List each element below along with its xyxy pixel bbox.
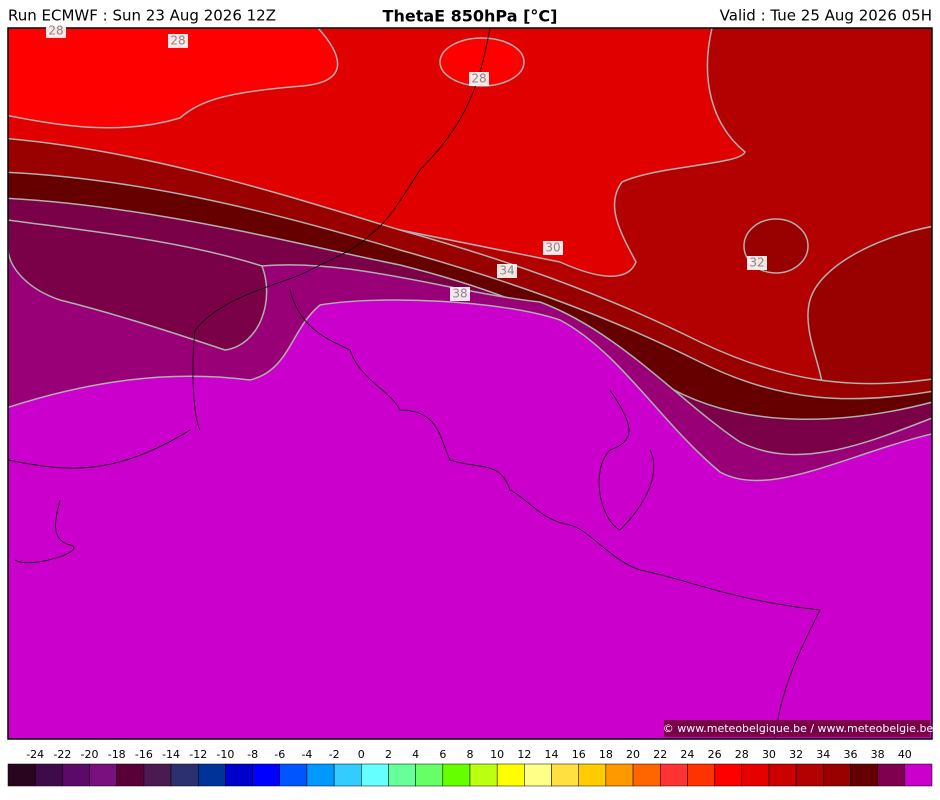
colorbar-label: 14 xyxy=(545,748,559,761)
colorbar-label: -18 xyxy=(108,748,126,761)
contour-label: 30 xyxy=(545,241,560,255)
contour-label-bg xyxy=(168,34,188,48)
colorbar-swatch xyxy=(143,763,172,787)
colorbar-label: -12 xyxy=(189,748,207,761)
colorbar-swatch xyxy=(388,763,416,787)
colorbar-label: -20 xyxy=(81,748,99,761)
colorbar-swatch xyxy=(469,763,498,787)
colorbar-label: -2 xyxy=(329,748,340,761)
contour-label: 38 xyxy=(452,287,467,301)
valid-time: Valid : Tue 25 Aug 2026 05H xyxy=(720,7,932,25)
colorbar-swatch xyxy=(415,763,444,787)
colorbar-label: 32 xyxy=(789,748,803,761)
colorbar-label: 10 xyxy=(490,748,504,761)
colorbar-swatch xyxy=(333,763,362,787)
colorbar-swatch xyxy=(605,763,634,787)
colorbar-swatch xyxy=(850,763,878,787)
border xyxy=(192,28,491,431)
colorbar-label: -22 xyxy=(53,748,71,761)
contour-label: 34 xyxy=(499,264,514,278)
field xyxy=(8,28,339,129)
colorbar-swatch xyxy=(306,763,335,787)
colorbar-swatch xyxy=(524,763,552,787)
colorbar-swatch xyxy=(904,763,933,787)
colorbar-label: -24 xyxy=(26,748,44,761)
colorbar-label: 26 xyxy=(708,748,722,761)
colorbar-label: -14 xyxy=(162,748,180,761)
colorbar-swatch xyxy=(279,763,308,787)
credit: © www.meteobelgique.be / www.meteobelgie… xyxy=(663,722,934,735)
colorbar-swatch xyxy=(34,763,63,787)
colorbar-label: 40 xyxy=(898,748,912,761)
colorbar-label: 22 xyxy=(653,748,667,761)
colorbar-swatch xyxy=(89,763,117,787)
colorbar-swatch xyxy=(170,763,199,787)
colorbar-swatch xyxy=(361,763,389,787)
colorbar: -24 -22 -20 -18 -16 -14 -12 -10 -8 -6 -4 -2 0 2 4 6 8 10 1… xyxy=(7,748,933,787)
colorbar-swatch xyxy=(225,763,253,787)
colorbar-label: 20 xyxy=(626,748,640,761)
colorbar-swatch xyxy=(7,763,36,787)
border xyxy=(598,389,654,531)
colorbar-label: -6 xyxy=(274,748,285,761)
contour-label: 32 xyxy=(749,256,764,270)
colorbar-swatch xyxy=(252,763,281,787)
colorbar-label: 18 xyxy=(599,748,613,761)
colorbar-label: 4 xyxy=(412,748,419,761)
colorbar-label: -8 xyxy=(247,748,258,761)
colorbar-swatch xyxy=(496,763,525,787)
colorbar-label: -4 xyxy=(301,748,312,761)
contour-label: 28 xyxy=(48,24,63,38)
colorbar-label: 34 xyxy=(816,748,830,761)
colorbar-label: 8 xyxy=(467,748,474,761)
border xyxy=(8,429,191,564)
colorbar-label: 28 xyxy=(735,748,749,761)
contour-label-bg xyxy=(450,287,470,301)
colorbar-label: 30 xyxy=(762,748,776,761)
colorbar-label: -16 xyxy=(135,748,153,761)
colorbar-swatch xyxy=(714,763,743,787)
colorbar-swatch xyxy=(551,763,579,787)
colorbar-swatch xyxy=(632,763,661,787)
map xyxy=(8,28,932,739)
colorbar-label: -10 xyxy=(216,748,234,761)
colorbar-label: 6 xyxy=(439,748,446,761)
colorbar-label: 24 xyxy=(680,748,694,761)
colorbar-label: 16 xyxy=(572,748,586,761)
contour-label-bg xyxy=(747,256,767,270)
contour-label-bg xyxy=(469,72,489,86)
colorbar-label: 0 xyxy=(358,748,365,761)
colorbar-swatch xyxy=(687,763,715,787)
colorbar-swatch xyxy=(741,763,770,787)
map-title: ThetaE 850hPa [°C] xyxy=(383,7,558,26)
contour-label-bg xyxy=(543,241,563,255)
colorbar-swatch xyxy=(877,763,906,787)
colorbar-swatch xyxy=(442,763,471,787)
colorbar-swatch xyxy=(116,763,145,787)
colorbar-swatch xyxy=(659,763,688,787)
colorbar-swatch xyxy=(768,763,797,787)
colorbar-label: 36 xyxy=(843,748,857,761)
run-info: Run ECMWF : Sun 23 Aug 2026 12Z xyxy=(8,7,276,25)
contour-label: 28 xyxy=(170,34,185,48)
credit-bg xyxy=(664,720,930,737)
colorbar-swatch xyxy=(795,763,824,787)
map-frame xyxy=(7,27,933,740)
colorbar-label: 2 xyxy=(385,748,392,761)
contour-label: 28 xyxy=(471,72,486,86)
colorbar-label: 38 xyxy=(871,748,885,761)
colorbar-swatch xyxy=(62,763,90,787)
colorbar-swatch xyxy=(578,763,607,787)
colorbar-swatch xyxy=(823,763,851,787)
colorbar-label: 12 xyxy=(517,748,531,761)
contour-label-bg xyxy=(497,264,517,278)
colorbar-swatch xyxy=(197,763,226,787)
contour-label-bg xyxy=(46,24,66,38)
border xyxy=(289,289,821,739)
field xyxy=(8,219,268,351)
field xyxy=(8,299,932,739)
